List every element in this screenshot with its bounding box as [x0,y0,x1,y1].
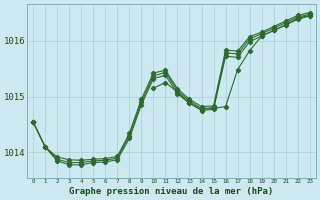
X-axis label: Graphe pression niveau de la mer (hPa): Graphe pression niveau de la mer (hPa) [69,187,274,196]
